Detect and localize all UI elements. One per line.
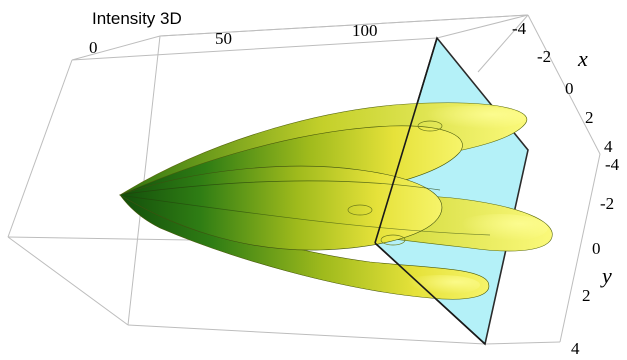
intensity-tick: 100 [352, 21, 378, 40]
y-tick: -2 [600, 194, 614, 213]
x-tick: 2 [585, 108, 594, 127]
box-edge [7, 59, 73, 238]
highlight [452, 214, 548, 242]
box-edge [559, 153, 601, 343]
x-tick: -2 [537, 47, 551, 66]
surface-dimple [380, 234, 406, 246]
box-edge [127, 35, 161, 326]
box-edge [159, 14, 529, 37]
box-edge [127, 324, 486, 345]
surface-dimple [417, 120, 443, 132]
slice-plane-edge [374, 242, 486, 345]
y-tick: -4 [605, 155, 620, 174]
y-axis-label: y [600, 263, 612, 288]
intensity-surface [118, 102, 553, 300]
highlight [415, 106, 525, 130]
x-tick: 4 [604, 137, 613, 156]
box-edge [527, 14, 601, 155]
surface-dimple [347, 204, 373, 216]
plot-title: Intensity 3D [92, 9, 182, 28]
box-edge [477, 14, 529, 73]
surface-contour [124, 195, 491, 236]
surface-contour [124, 180, 441, 195]
y-tick: 4 [571, 339, 580, 358]
x-tick: 0 [565, 79, 574, 98]
intensity-tick: 50 [215, 29, 232, 48]
lobe-main-body [119, 165, 443, 251]
x-axis-label: x [577, 46, 588, 71]
y-tick: 2 [582, 286, 591, 305]
box-edge [484, 341, 561, 345]
box-edge [7, 236, 129, 326]
highlight [400, 275, 480, 295]
intensity-tick: 0 [89, 38, 98, 57]
slice-plane-edge [374, 37, 438, 244]
x-tick: -4 [512, 19, 527, 38]
y-tick: 0 [592, 239, 601, 258]
